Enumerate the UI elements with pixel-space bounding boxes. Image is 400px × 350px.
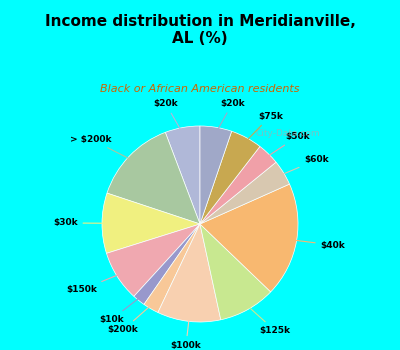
Text: $60k: $60k xyxy=(279,155,329,176)
Text: $100k: $100k xyxy=(170,316,201,350)
Wedge shape xyxy=(200,162,290,224)
Text: $125k: $125k xyxy=(246,304,291,335)
Text: Black or African American residents: Black or African American residents xyxy=(100,84,300,94)
Wedge shape xyxy=(134,224,200,304)
Wedge shape xyxy=(200,131,260,224)
Text: City-Data.com: City-Data.com xyxy=(256,128,320,138)
Wedge shape xyxy=(165,126,200,224)
Wedge shape xyxy=(200,184,298,292)
Wedge shape xyxy=(158,224,221,322)
Text: $40k: $40k xyxy=(292,240,346,250)
Wedge shape xyxy=(144,224,200,313)
Text: $150k: $150k xyxy=(66,273,121,294)
Wedge shape xyxy=(107,132,200,224)
Text: $75k: $75k xyxy=(245,112,283,142)
Wedge shape xyxy=(200,126,232,224)
Text: $50k: $50k xyxy=(265,132,310,158)
Text: Income distribution in Meridianville,
AL (%): Income distribution in Meridianville, AL… xyxy=(44,14,356,47)
Text: $200k: $200k xyxy=(108,304,153,334)
Text: $20k: $20k xyxy=(153,99,182,133)
Wedge shape xyxy=(200,146,276,224)
Text: > $200k: > $200k xyxy=(70,135,132,160)
Wedge shape xyxy=(102,193,200,253)
Text: $20k: $20k xyxy=(216,99,245,133)
Text: $30k: $30k xyxy=(53,218,107,228)
Wedge shape xyxy=(200,224,271,320)
Wedge shape xyxy=(106,224,200,296)
Text: $10k: $10k xyxy=(99,296,142,324)
